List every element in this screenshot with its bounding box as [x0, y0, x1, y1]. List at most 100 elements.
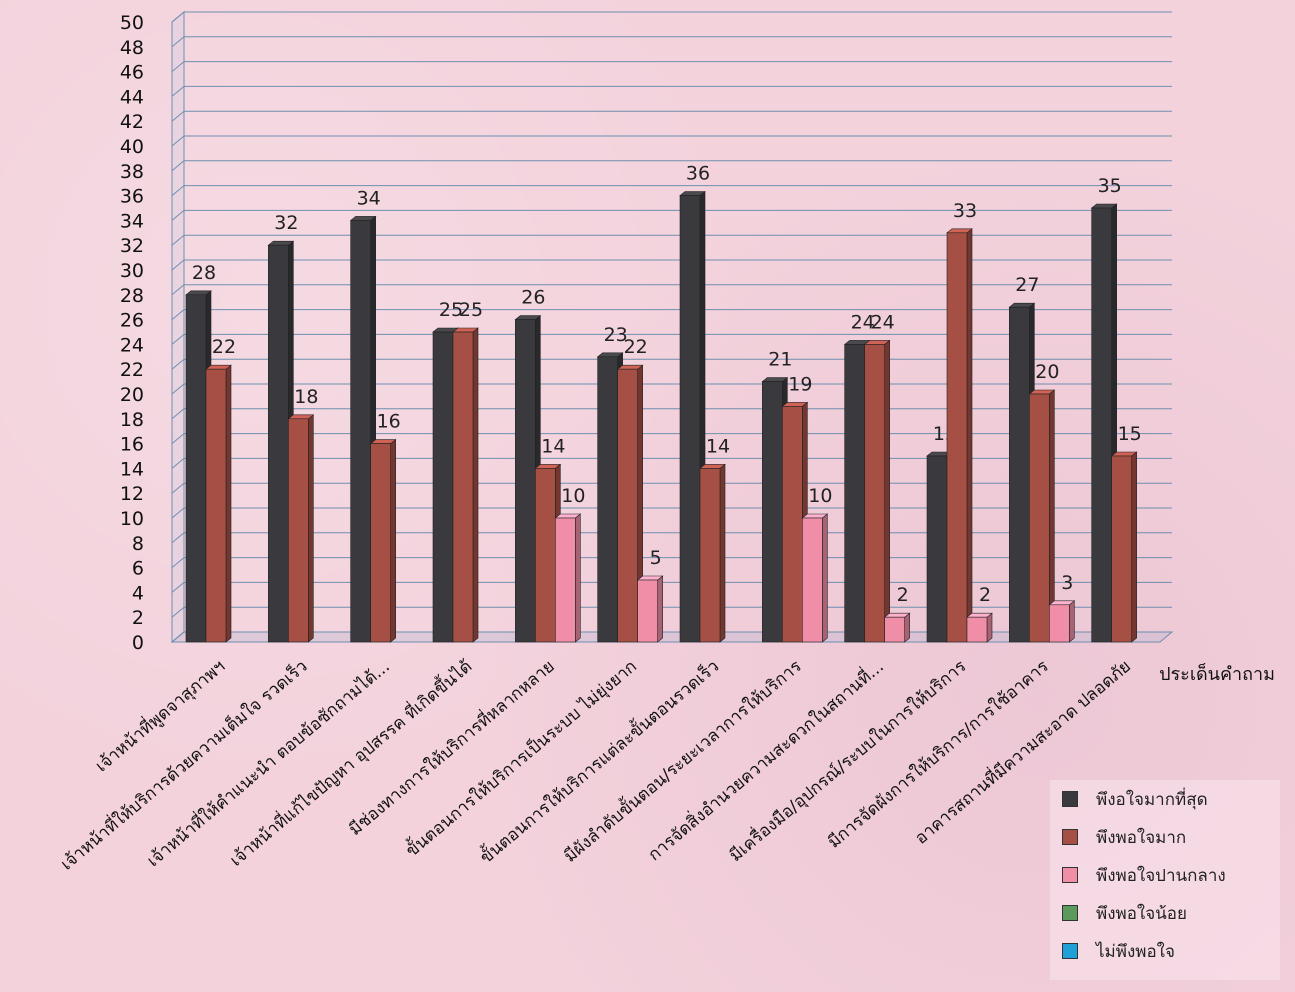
y-tick-label: 14	[120, 458, 144, 480]
y-tick-label: 28	[120, 285, 144, 307]
gridline	[171, 457, 1172, 469]
y-tick-label: 2	[132, 607, 144, 629]
y-tick-label: 18	[120, 409, 144, 431]
side-wall	[171, 10, 185, 644]
data-label: 36	[686, 163, 710, 185]
y-tick-label: 24	[120, 334, 144, 356]
data-label: 14	[541, 435, 565, 457]
data-label: 34	[357, 187, 381, 209]
legend-item: พึงพอใจปานกลาง	[1050, 856, 1280, 894]
bar	[966, 612, 993, 643]
data-label: 24	[851, 311, 875, 333]
legend-item: พึงพอใจมาก	[1050, 818, 1280, 856]
bar	[1110, 451, 1138, 643]
y-tick-label: 30	[120, 260, 144, 282]
legend-item: พึงอใจมากที่สุด	[1050, 780, 1280, 818]
bar	[636, 575, 664, 643]
data-label: 3	[1061, 572, 1073, 594]
data-label: 28	[192, 262, 216, 284]
data-label: 21	[768, 349, 792, 371]
gridline	[171, 135, 1172, 147]
gridline	[171, 557, 1172, 568]
legend-label: พึงพอใจน้อย	[1096, 903, 1187, 924]
y-tick-label: 6	[132, 558, 144, 580]
legend-label: ไม่พึงพอใจ	[1096, 941, 1175, 962]
data-label: 27	[1015, 274, 1039, 296]
bar	[1048, 600, 1076, 643]
gridline	[171, 606, 1172, 618]
legend-label: พึงพอใจปานกลาง	[1096, 865, 1226, 886]
y-tick-label: 26	[120, 310, 144, 332]
legend-label: พึงพอใจมาก	[1096, 827, 1187, 848]
y-tick-label: 50	[120, 12, 144, 34]
data-label: 20	[1035, 361, 1059, 383]
legend-swatch	[1062, 905, 1078, 921]
data-label: 18	[294, 386, 318, 408]
gridline	[171, 358, 1172, 370]
data-label: 5	[650, 547, 662, 569]
data-label: 32	[274, 212, 298, 234]
gridline	[171, 408, 1172, 420]
bar	[554, 513, 582, 643]
legend-item: ไม่พึงพอใจ	[1050, 932, 1280, 970]
x-axis-label: ประเด็นคำถาม	[1159, 662, 1275, 685]
data-label: 25	[459, 299, 483, 321]
gridline	[171, 532, 1172, 544]
data-label: 2	[897, 584, 909, 606]
bar	[699, 463, 726, 643]
y-tick-label: 44	[120, 86, 144, 108]
gridline	[171, 110, 1172, 122]
legend-swatch	[1062, 867, 1078, 883]
y-tick-label: 36	[120, 186, 144, 208]
bar	[946, 228, 973, 643]
legend: พึงอใจมากที่สุดพึงพอใจมากพึงพอใจปานกลางพ…	[1050, 780, 1280, 980]
bar	[205, 364, 232, 643]
data-label: 2	[979, 584, 991, 606]
data-label: 16	[377, 411, 401, 433]
data-label: 14	[706, 435, 730, 457]
y-tick-label: 16	[120, 434, 144, 456]
data-label: 19	[788, 373, 812, 395]
y-tick-label: 42	[120, 111, 144, 133]
bar	[1028, 389, 1056, 643]
gridline	[171, 36, 1172, 48]
bar	[883, 612, 911, 643]
gridline	[171, 185, 1172, 196]
gridline	[171, 433, 1172, 444]
gridline	[171, 333, 1172, 345]
data-label: 15	[1118, 423, 1142, 445]
legend-item: พึงพอใจน้อย	[1050, 894, 1280, 932]
gridline	[171, 482, 1172, 494]
y-tick-label: 0	[132, 632, 144, 654]
data-label: 10	[808, 485, 832, 507]
gridline	[171, 309, 1172, 320]
bar	[863, 339, 891, 643]
gridline	[171, 160, 1172, 172]
y-tick-label: 46	[120, 62, 144, 84]
gridline	[171, 259, 1172, 271]
y-tick-label: 20	[120, 384, 144, 406]
y-tick-label: 12	[120, 483, 144, 505]
y-tick-label: 32	[120, 235, 144, 257]
data-label: 25	[439, 299, 463, 321]
bar	[369, 438, 397, 643]
data-label: 24	[871, 311, 895, 333]
gridline	[171, 507, 1172, 519]
gridline	[171, 631, 1172, 643]
gridline	[171, 284, 1172, 296]
legend-label: พึงอใจมากที่สุด	[1096, 789, 1208, 810]
gridline	[171, 85, 1172, 97]
y-tick-label: 34	[120, 210, 144, 232]
data-label: 26	[521, 287, 545, 309]
data-label: 22	[212, 336, 236, 358]
bar	[616, 364, 644, 643]
data-label: 10	[561, 485, 585, 507]
gridline	[171, 61, 1172, 72]
bar	[452, 327, 479, 643]
legend-swatch	[1062, 791, 1078, 807]
gridline	[171, 383, 1172, 395]
legend-swatch	[1062, 943, 1078, 959]
gridline	[171, 11, 1172, 23]
y-tick-label: 40	[120, 136, 144, 158]
